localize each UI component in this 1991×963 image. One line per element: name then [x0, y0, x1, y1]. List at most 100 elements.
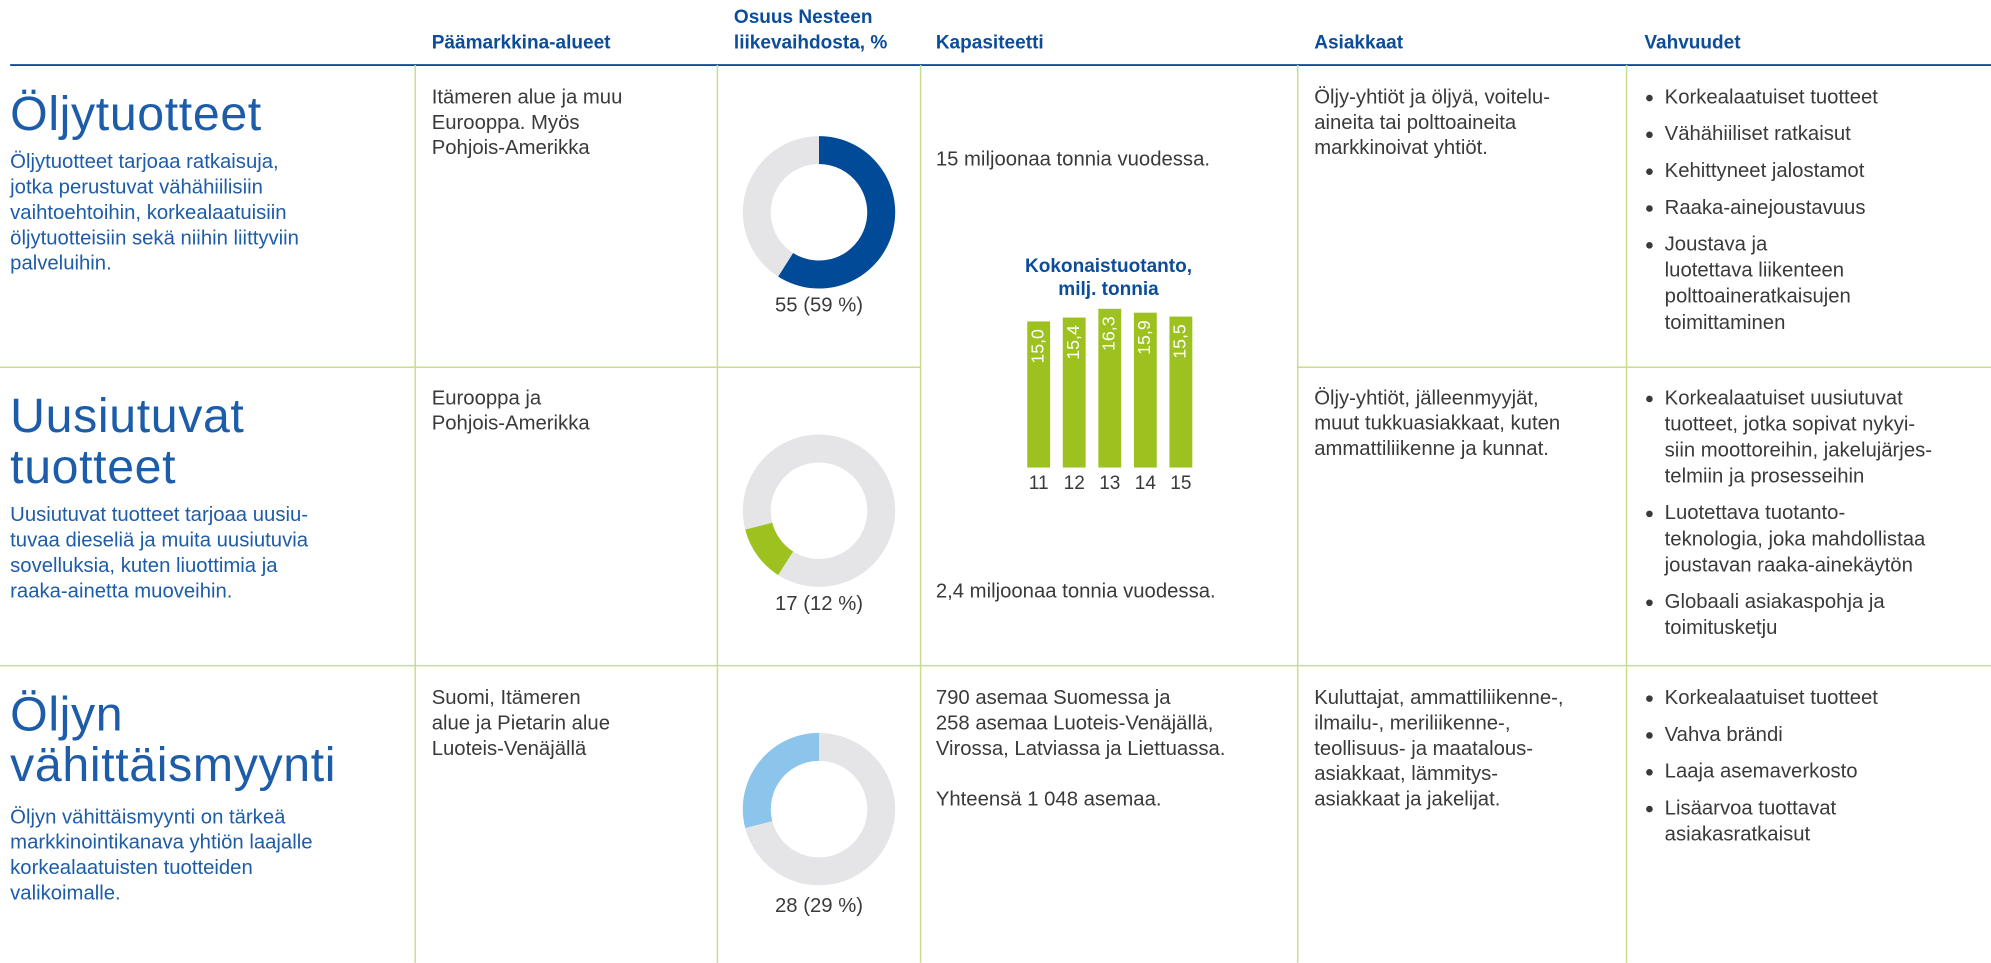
- column-header: Päämarkkina-alueet: [432, 32, 611, 53]
- row-description: öljytuotteisiin sekä niihin liittyviin: [10, 227, 299, 249]
- markets-text: Eurooppa ja: [432, 387, 542, 409]
- x-tick-label: 12: [1064, 473, 1085, 494]
- customers-text: ammattiliikenne ja kunnat.: [1314, 438, 1549, 460]
- row-description: tuvaa dieseliä ja muita uusiutuvia: [10, 530, 309, 552]
- markets-text: Itämeren alue ja muu: [432, 86, 623, 108]
- chart-title: milj. tonnia: [1058, 279, 1159, 300]
- capacity-text: 15 miljoonaa tonnia vuodessa.: [936, 149, 1210, 171]
- donut-segment: [745, 522, 794, 576]
- row-description: jotka perustuvat vähähiilisiin: [9, 177, 263, 199]
- strength-text: Lisäarvoa tuottavat: [1665, 797, 1837, 819]
- bullet: [1646, 205, 1653, 212]
- row-description: palveluihin.: [10, 253, 112, 275]
- capacity-text: Yhteensä 1 048 asemaa.: [936, 789, 1162, 811]
- bullet: [1646, 510, 1653, 518]
- row-description: vaihtoehtoihin, korkealaatuisiin: [10, 202, 286, 224]
- strength-text: Vähähiiliset ratkaisut: [1665, 123, 1852, 145]
- bar: [1062, 317, 1086, 468]
- row-title: Uusiutuvat: [10, 389, 244, 443]
- bar-value-label: 16,3: [1098, 316, 1118, 351]
- markets-text: Eurooppa. Myös: [432, 112, 580, 134]
- strength-text: tuotteet, jotka sopivat nykyi-: [1665, 413, 1915, 435]
- capacity-text: 2,4 miljoonaa tonnia vuodessa.: [936, 580, 1216, 602]
- row-description: sovelluksia, kuten liuottimia ja: [10, 555, 278, 577]
- row-description: Öljytuotteet tarjoaa ratkaisuja,: [10, 151, 279, 173]
- grid-lines: [0, 65, 1991, 963]
- row-title: Öljytuotteet: [10, 87, 262, 141]
- bullet: [1646, 131, 1653, 139]
- x-tick-label: 11: [1029, 473, 1049, 494]
- customers-text: asiakkaat ja jakelijat.: [1314, 789, 1500, 811]
- row-description: raaka-ainetta muoveihin.: [10, 580, 232, 602]
- strength-text: siin moottoreihin, jakelujärjes-: [1665, 439, 1932, 461]
- row-description: Uusiutuvat tuotteet tarjoaa uusiu-: [10, 504, 308, 526]
- row-title: vähittäismyynti: [10, 738, 336, 792]
- row-title: Öljyn: [10, 687, 123, 741]
- strength-text: Globaali asiakaspohja ja: [1665, 591, 1886, 613]
- customers-text: teollisuus- ja maatalous-: [1314, 738, 1533, 760]
- markets-text: Pohjois-Amerikka: [432, 413, 591, 435]
- customers-text: Öljy-yhtiöt, jälleenmyyjät,: [1314, 387, 1538, 409]
- strength-text: Korkealaatuiset uusiutuvat: [1665, 387, 1903, 409]
- bar: [1169, 316, 1193, 468]
- bullet: [1646, 94, 1653, 102]
- chart-title: Kokonaistuotanto,: [1025, 256, 1192, 277]
- bar-value-label: 15,4: [1063, 325, 1083, 360]
- strength-text: asiakasratkaisut: [1665, 823, 1811, 845]
- donut-segment: [742, 732, 820, 829]
- strength-text: Vahva brändi: [1665, 724, 1783, 746]
- strength-text: polttoaineratkaisujen: [1665, 286, 1851, 308]
- customers-text: Öljy-yhtiöt ja öljyä, voitelu-: [1314, 86, 1550, 108]
- bar-value-label: 15,0: [1027, 329, 1047, 364]
- column-header: Kapasiteetti: [936, 32, 1044, 53]
- share-label: 17 (12 %): [775, 593, 863, 615]
- customers-text: Kuluttajat, ammattiliikenne-,: [1314, 687, 1563, 709]
- donut-segment: [778, 136, 896, 289]
- bar-value-label: 15,9: [1134, 320, 1154, 355]
- row-description: markkinointikanava yhtiön laajalle: [10, 832, 312, 854]
- strength-text: teknologia, joka mahdollistaa: [1665, 528, 1926, 550]
- bullet: [1646, 768, 1653, 776]
- strength-text: Laaja asemaverkosto: [1665, 761, 1858, 783]
- strength-text: toimittaminen: [1665, 312, 1786, 334]
- bullet: [1646, 242, 1653, 249]
- bar: [1027, 321, 1051, 468]
- markets-text: Pohjois-Amerikka: [432, 137, 591, 159]
- donut-track: [742, 434, 896, 587]
- bar-value-label: 15,5: [1170, 324, 1190, 359]
- x-tick-label: 13: [1099, 473, 1120, 494]
- bullet: [1646, 395, 1653, 403]
- strength-text: Luotettava tuotanto-: [1665, 502, 1846, 524]
- customers-text: muut tukkuasiakkaat, kuten: [1314, 413, 1560, 435]
- row-description: Öljyn vähittäismyynti on tärkeä: [10, 806, 286, 828]
- column-header: liikevaihdosta, %: [734, 32, 887, 53]
- strength-text: Korkealaatuiset tuotteet: [1665, 687, 1879, 709]
- capacity-text: Virossa, Latviassa ja Liettuassa.: [936, 738, 1226, 760]
- customers-text: ilmailu-, meriliikenne-,: [1314, 712, 1510, 734]
- capacity-text: 790 asemaa Suomessa ja: [936, 687, 1171, 709]
- bullet: [1646, 695, 1653, 702]
- markets-text: Suomi, Itämeren: [432, 687, 581, 709]
- capacity-text: 258 asemaa Luoteis-Venäjällä,: [936, 712, 1214, 734]
- bar: [1133, 312, 1157, 468]
- markets-text: alue ja Pietarin alue: [432, 712, 610, 734]
- bullet: [1646, 599, 1653, 607]
- customers-text: markkinoivat yhtiöt.: [1314, 137, 1488, 159]
- bullet: [1646, 168, 1653, 175]
- bullet: [1646, 732, 1653, 739]
- column-header: Vahvuudet: [1644, 32, 1741, 53]
- row-description: korkealaatuisten tuotteiden: [10, 857, 253, 879]
- row-description: valikoimalle.: [10, 883, 121, 905]
- strength-text: Korkealaatuiset tuotteet: [1665, 86, 1879, 108]
- x-tick-label: 14: [1135, 473, 1157, 494]
- customers-text: aineita tai polttoaineita: [1314, 112, 1517, 134]
- column-header: Osuus Nesteen: [734, 7, 873, 28]
- strength-text: Raaka-ainejoustavuus: [1665, 197, 1866, 219]
- share-label: 28 (29 %): [775, 895, 863, 917]
- strength-text: luotettava liikenteen: [1665, 260, 1844, 282]
- row-title: tuotteet: [10, 440, 176, 494]
- column-header: Asiakkaat: [1314, 32, 1404, 53]
- customers-text: asiakkaat, lämmitys-: [1314, 763, 1498, 785]
- bar: [1098, 308, 1122, 468]
